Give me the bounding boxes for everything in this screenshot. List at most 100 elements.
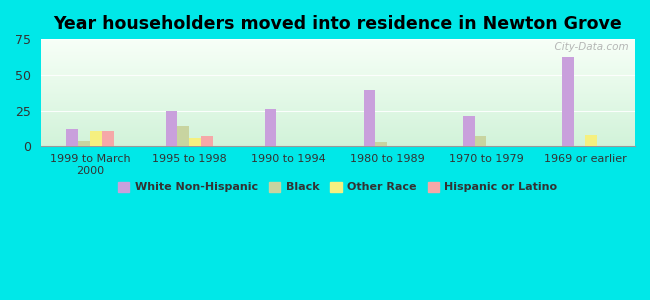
Bar xyxy=(41,137,635,138)
Bar xyxy=(41,123,635,124)
Bar xyxy=(102,130,114,146)
Bar xyxy=(90,130,102,146)
Bar xyxy=(41,63,635,64)
Bar xyxy=(41,53,635,54)
Bar xyxy=(41,55,635,56)
Bar xyxy=(41,116,635,117)
Bar xyxy=(41,105,635,106)
Bar xyxy=(41,47,635,48)
Bar xyxy=(41,115,635,116)
Bar xyxy=(41,117,635,118)
Bar xyxy=(41,56,635,57)
Text: City-Data.com: City-Data.com xyxy=(549,42,629,52)
Bar xyxy=(41,43,635,44)
Bar xyxy=(41,67,635,68)
Bar xyxy=(41,48,635,49)
Bar xyxy=(41,134,635,135)
Bar xyxy=(66,129,79,146)
Bar xyxy=(41,135,635,136)
Bar xyxy=(41,42,635,43)
Bar xyxy=(41,75,635,76)
Bar xyxy=(41,120,635,121)
Bar xyxy=(41,76,635,77)
Bar xyxy=(41,69,635,70)
Bar xyxy=(41,87,635,88)
Title: Year householders moved into residence in Newton Grove: Year householders moved into residence i… xyxy=(53,15,622,33)
Bar xyxy=(41,49,635,50)
Bar xyxy=(41,128,635,129)
Bar xyxy=(41,88,635,89)
Bar xyxy=(41,96,635,97)
Bar xyxy=(463,116,474,146)
Bar xyxy=(41,46,635,47)
Bar xyxy=(41,95,635,96)
Bar xyxy=(41,66,635,67)
Bar xyxy=(41,50,635,51)
Bar xyxy=(41,54,635,55)
Bar xyxy=(41,119,635,120)
Bar xyxy=(41,142,635,143)
Bar xyxy=(41,141,635,142)
Bar xyxy=(41,51,635,52)
Bar xyxy=(41,143,635,144)
Bar xyxy=(41,93,635,94)
Bar xyxy=(41,145,635,146)
Bar xyxy=(41,70,635,71)
Bar xyxy=(41,41,635,42)
Bar xyxy=(41,86,635,87)
Bar xyxy=(41,131,635,132)
Bar xyxy=(41,98,635,99)
Bar xyxy=(41,74,635,75)
Bar xyxy=(79,141,90,146)
Bar xyxy=(41,118,635,119)
Bar xyxy=(41,65,635,66)
Bar xyxy=(41,73,635,74)
Bar xyxy=(41,114,635,115)
Bar xyxy=(41,122,635,123)
Bar xyxy=(41,85,635,86)
Bar xyxy=(41,124,635,125)
Bar xyxy=(41,133,635,134)
Bar xyxy=(41,104,635,105)
Bar xyxy=(189,138,202,146)
Bar xyxy=(41,94,635,95)
Bar xyxy=(562,57,573,146)
Bar xyxy=(41,52,635,53)
Bar xyxy=(41,136,635,137)
Bar xyxy=(265,109,276,146)
Bar xyxy=(41,125,635,126)
Bar xyxy=(202,136,213,146)
Bar xyxy=(41,77,635,78)
Bar xyxy=(41,138,635,139)
Bar xyxy=(41,108,635,109)
Bar xyxy=(41,80,635,81)
Bar xyxy=(41,59,635,60)
Bar xyxy=(41,102,635,103)
Bar xyxy=(41,72,635,73)
Bar xyxy=(41,84,635,85)
Bar xyxy=(41,132,635,133)
Bar xyxy=(41,97,635,98)
Bar xyxy=(41,130,635,131)
Bar xyxy=(41,71,635,72)
Bar xyxy=(41,106,635,107)
Bar xyxy=(41,100,635,101)
Bar xyxy=(41,109,635,110)
Bar xyxy=(41,81,635,82)
Bar xyxy=(41,140,635,141)
Bar xyxy=(41,58,635,59)
Bar xyxy=(41,39,635,40)
Bar xyxy=(41,112,635,113)
Bar xyxy=(474,136,486,146)
Bar xyxy=(41,92,635,93)
Bar xyxy=(41,61,635,62)
Bar xyxy=(41,60,635,61)
Bar xyxy=(177,126,189,146)
Bar xyxy=(41,101,635,102)
Bar xyxy=(41,126,635,127)
Bar xyxy=(41,89,635,90)
Bar xyxy=(41,107,635,108)
Bar xyxy=(41,139,635,140)
Bar xyxy=(41,64,635,65)
Bar xyxy=(376,142,387,146)
